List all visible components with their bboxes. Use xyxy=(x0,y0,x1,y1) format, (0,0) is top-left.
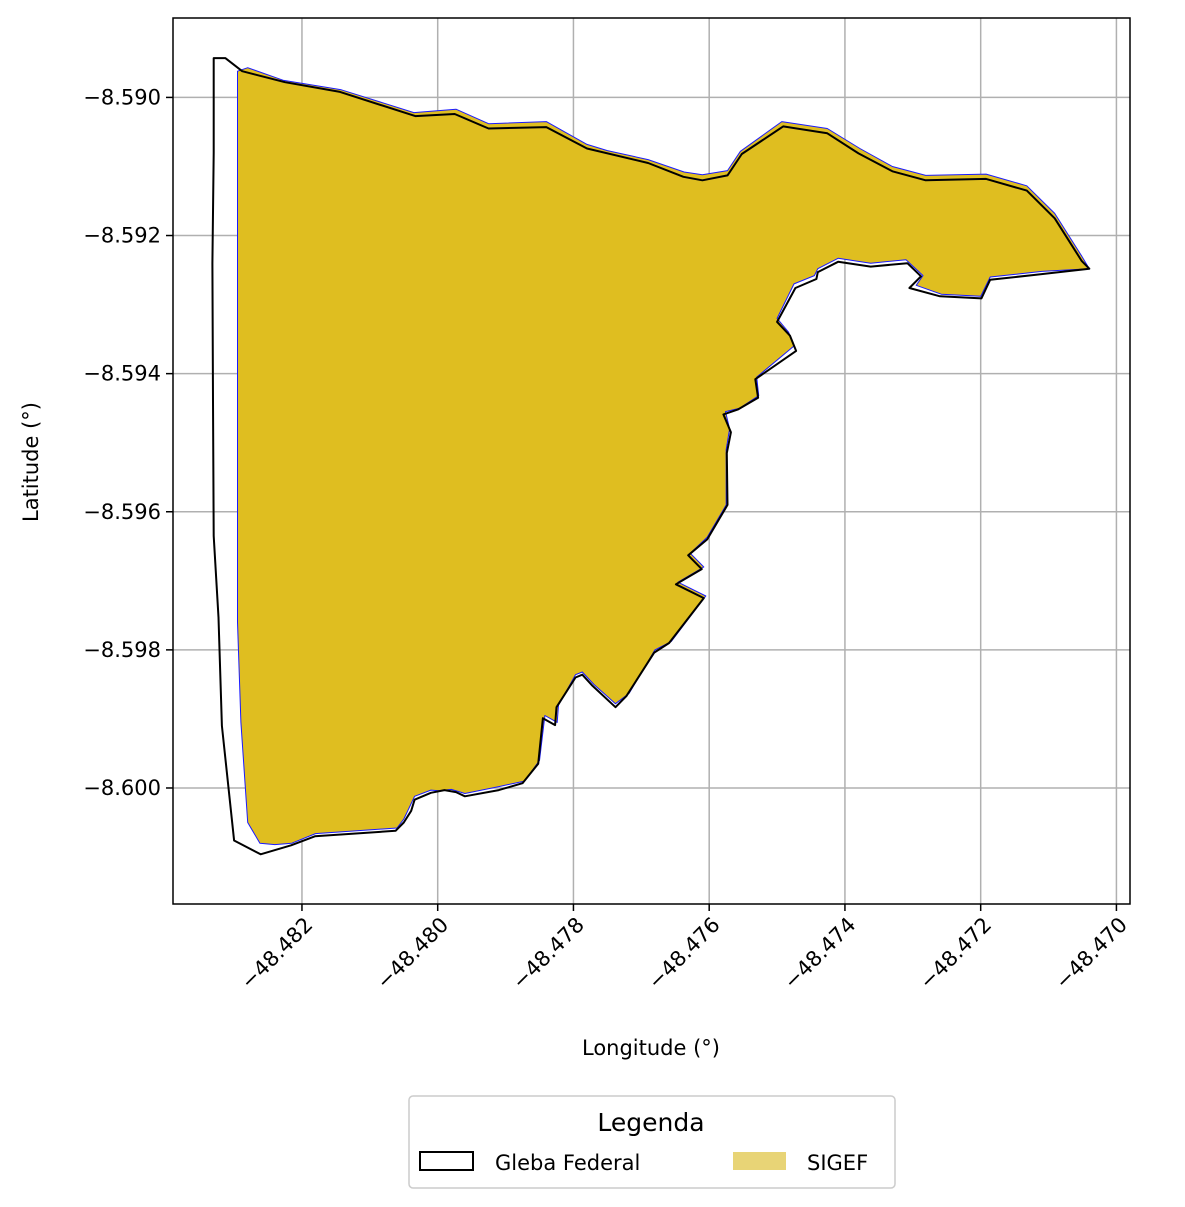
x-axis-label: Longitude (°) xyxy=(582,1036,720,1060)
legend-swatch-gleba-federal xyxy=(419,1151,474,1171)
gleba-federal-polygon xyxy=(211,57,1091,856)
y-tick-label: −8.596 xyxy=(83,500,161,524)
y-tick-label: −8.594 xyxy=(83,362,161,386)
y-tick-label: −8.592 xyxy=(83,224,161,248)
legend-title: Legenda xyxy=(597,1108,704,1137)
plot-frame xyxy=(172,17,1131,905)
legend-label-sigef: SIGEF xyxy=(807,1151,868,1175)
y-tick-label: −8.590 xyxy=(83,85,161,109)
y-tick-label: −8.598 xyxy=(83,638,161,662)
legend: Legenda Gleba Federal SIGEF xyxy=(408,1095,896,1189)
legend-swatch-sigef xyxy=(733,1152,786,1170)
legend-label-gleba-federal: Gleba Federal xyxy=(495,1151,640,1175)
map-polygons xyxy=(211,57,1091,856)
sigef-polygon xyxy=(237,67,1090,846)
y-axis-label: Latitude (°) xyxy=(19,402,43,522)
y-tick-label: −8.600 xyxy=(83,776,161,800)
